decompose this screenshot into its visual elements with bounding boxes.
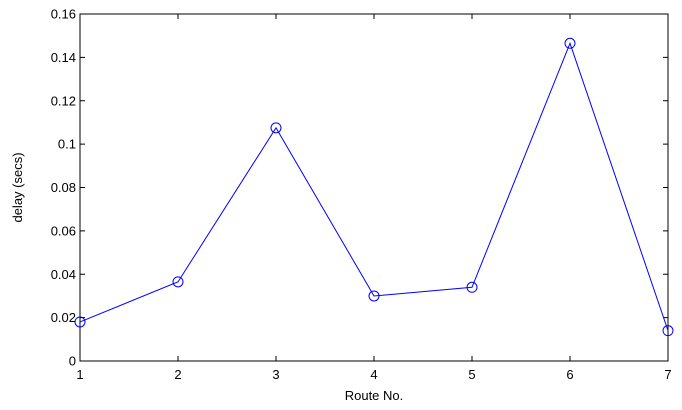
x-tick-label: 7 bbox=[664, 367, 671, 382]
y-axis: 0 0.02 0.04 0.06 0.08 0.1 0.12 0.14 0.16 bbox=[51, 7, 668, 369]
x-axis-label: Route No. bbox=[345, 388, 404, 403]
y-tick-label: 0.12 bbox=[51, 93, 76, 108]
data-point-marker bbox=[368, 290, 380, 302]
x-tick-label: 1 bbox=[76, 367, 83, 382]
y-tick-label: 0.1 bbox=[58, 137, 76, 152]
y-axis-label: delay (secs) bbox=[10, 152, 25, 222]
x-tick-label: 4 bbox=[370, 367, 377, 382]
y-tick-label: 0.08 bbox=[51, 180, 76, 195]
x-tick-label: 5 bbox=[468, 367, 475, 382]
y-tick-label: 0.02 bbox=[51, 310, 76, 325]
x-axis: 1 2 3 4 5 6 7 bbox=[76, 14, 672, 382]
x-tick-label: 2 bbox=[174, 367, 181, 382]
data-point-marker bbox=[74, 316, 86, 328]
data-point-marker bbox=[662, 325, 674, 337]
y-tick-label: 0.06 bbox=[51, 223, 76, 238]
data-point-marker bbox=[270, 122, 282, 134]
data-point-marker bbox=[564, 37, 576, 49]
data-point-marker bbox=[466, 281, 478, 293]
data-point-marker bbox=[172, 276, 184, 288]
series-line bbox=[79, 41, 669, 331]
y-tick-label: 0.14 bbox=[51, 50, 76, 65]
plot-area-frame bbox=[79, 13, 669, 362]
y-tick-label: 0 bbox=[69, 354, 76, 369]
y-tick-label: 0.16 bbox=[51, 7, 76, 22]
x-tick-label: 6 bbox=[566, 367, 573, 382]
series-layer bbox=[74, 37, 674, 337]
x-tick-label: 3 bbox=[272, 367, 279, 382]
y-tick-label: 0.04 bbox=[51, 267, 76, 282]
